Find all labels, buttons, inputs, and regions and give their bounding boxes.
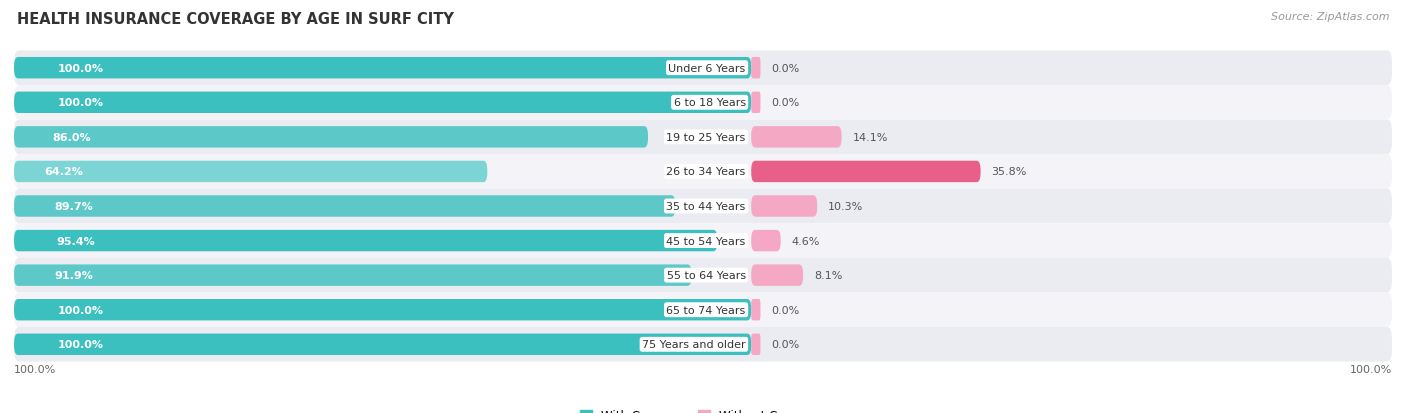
FancyBboxPatch shape (14, 161, 488, 183)
Text: 14.1%: 14.1% (852, 133, 889, 142)
Text: 65 to 74 Years: 65 to 74 Years (666, 305, 745, 315)
Text: 100.0%: 100.0% (58, 305, 104, 315)
FancyBboxPatch shape (14, 189, 1392, 224)
Text: 100.0%: 100.0% (58, 98, 104, 108)
FancyBboxPatch shape (14, 127, 648, 148)
FancyBboxPatch shape (751, 230, 780, 252)
FancyBboxPatch shape (751, 334, 761, 355)
FancyBboxPatch shape (751, 58, 761, 79)
Text: 95.4%: 95.4% (56, 236, 94, 246)
Text: 91.9%: 91.9% (55, 271, 94, 280)
Text: 10.3%: 10.3% (828, 202, 863, 211)
Text: 89.7%: 89.7% (53, 202, 93, 211)
FancyBboxPatch shape (751, 299, 761, 320)
FancyBboxPatch shape (14, 265, 692, 286)
FancyBboxPatch shape (14, 293, 1392, 327)
FancyBboxPatch shape (14, 299, 751, 320)
Text: 4.6%: 4.6% (792, 236, 820, 246)
Text: 45 to 54 Years: 45 to 54 Years (666, 236, 745, 246)
FancyBboxPatch shape (14, 86, 1392, 120)
Text: 75 Years and older: 75 Years and older (643, 339, 745, 349)
Text: HEALTH INSURANCE COVERAGE BY AGE IN SURF CITY: HEALTH INSURANCE COVERAGE BY AGE IN SURF… (17, 12, 454, 27)
FancyBboxPatch shape (14, 120, 1392, 155)
FancyBboxPatch shape (14, 327, 1392, 362)
Text: 100.0%: 100.0% (14, 364, 56, 374)
Text: Source: ZipAtlas.com: Source: ZipAtlas.com (1271, 12, 1389, 22)
Text: 100.0%: 100.0% (58, 64, 104, 74)
Legend: With Coverage, Without Coverage: With Coverage, Without Coverage (575, 404, 831, 413)
FancyBboxPatch shape (14, 93, 751, 114)
Text: 100.0%: 100.0% (1350, 364, 1392, 374)
Text: Under 6 Years: Under 6 Years (668, 64, 745, 74)
FancyBboxPatch shape (14, 58, 751, 79)
Text: 86.0%: 86.0% (52, 133, 91, 142)
FancyBboxPatch shape (751, 127, 842, 148)
FancyBboxPatch shape (14, 334, 751, 355)
FancyBboxPatch shape (14, 51, 1392, 86)
FancyBboxPatch shape (14, 258, 1392, 293)
FancyBboxPatch shape (751, 161, 980, 183)
Text: 0.0%: 0.0% (772, 305, 800, 315)
Text: 55 to 64 Years: 55 to 64 Years (666, 271, 745, 280)
FancyBboxPatch shape (14, 224, 1392, 258)
Text: 0.0%: 0.0% (772, 64, 800, 74)
FancyBboxPatch shape (751, 196, 817, 217)
Text: 64.2%: 64.2% (45, 167, 83, 177)
Text: 19 to 25 Years: 19 to 25 Years (666, 133, 745, 142)
Text: 26 to 34 Years: 26 to 34 Years (666, 167, 745, 177)
FancyBboxPatch shape (751, 265, 803, 286)
Text: 8.1%: 8.1% (814, 271, 842, 280)
Text: 6 to 18 Years: 6 to 18 Years (673, 98, 745, 108)
FancyBboxPatch shape (14, 196, 675, 217)
Text: 0.0%: 0.0% (772, 339, 800, 349)
Text: 35.8%: 35.8% (991, 167, 1026, 177)
Text: 0.0%: 0.0% (772, 98, 800, 108)
FancyBboxPatch shape (751, 93, 761, 114)
FancyBboxPatch shape (14, 155, 1392, 189)
Text: 35 to 44 Years: 35 to 44 Years (666, 202, 745, 211)
Text: 100.0%: 100.0% (58, 339, 104, 349)
FancyBboxPatch shape (14, 230, 717, 252)
